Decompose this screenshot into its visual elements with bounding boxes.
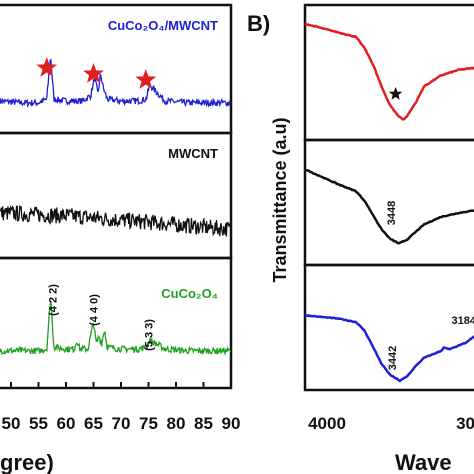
panel-a-tick-label: 55 [29, 414, 48, 433]
panel-b-xlabel: Wave [395, 450, 452, 474]
panel-b-bottom-frame [303, 263, 474, 392]
peak-annotation: 3442 [387, 346, 399, 370]
panel-a-series-label: CuCo₂O₄ [161, 286, 218, 301]
panel-a-plot-1: MWCNT [0, 146, 231, 237]
panel-b-tick-label: 3000 [456, 414, 474, 433]
panel-a-tick-label: 60 [57, 414, 76, 433]
star-marker [388, 87, 403, 100]
panel-a-tick-label: 50 [2, 414, 21, 433]
panel-a-plot-0: CuCo₂O₄/MWCNT [0, 18, 231, 108]
star-marker [36, 57, 58, 77]
panel-a-plot-2: CuCo₂O₄ (4 2 2) (4 4 0) (5 3 3) [0, 284, 231, 357]
panel-a-series-line [0, 204, 231, 237]
panel-a-series-line [0, 58, 231, 108]
peak-label: (5 3 3) [144, 319, 156, 351]
panel-a-bottom-frame [0, 256, 233, 390]
star-marker [135, 69, 157, 89]
panel-a-series-label: MWCNT [168, 146, 218, 161]
peak-annotation: 3184 [451, 315, 474, 327]
panel-b-series-line [304, 313, 474, 383]
star-marker [83, 63, 104, 83]
panel-a-tick-label: 85 [194, 414, 213, 433]
panel-a-tick-label: 75 [139, 414, 158, 433]
peak-label: (4 2 2) [47, 284, 59, 316]
panel-a-series-label: CuCo₂O₄/MWCNT [108, 18, 218, 33]
panel-b-series-line [304, 168, 474, 245]
panel-a-tick-label: 90 [222, 414, 241, 433]
panel-b-ylabel: Transmittance (a.u) [270, 117, 290, 282]
panel-a-tick-label: 80 [167, 414, 186, 433]
panel-b-label: B) [247, 11, 270, 36]
panel-a: CuCo₂O₄/MWCNT MWCNT CuCo₂O₄ (4 2 2) (4 4 0) (… [0, 3, 241, 474]
panel-a-tick-label: 70 [112, 414, 131, 433]
peak-annotation: 3448 [386, 201, 398, 225]
panel-b-plot-0 [304, 22, 474, 121]
panel-b-series-line [304, 22, 474, 121]
panel-b-plot-2: 344231842885 [304, 313, 474, 383]
panel-b-tick-label: 4000 [308, 414, 346, 433]
panel-a-tick-label: 65 [84, 414, 103, 433]
panel-a-series-line [0, 300, 231, 357]
panel-b: B) 3448344231842885 40003000 Transmittan… [247, 3, 474, 474]
panel-a-xlabel: gree) [0, 450, 54, 474]
panel-b-plot-1: 3448 [304, 168, 474, 245]
peak-label: (4 4 0) [89, 294, 101, 326]
